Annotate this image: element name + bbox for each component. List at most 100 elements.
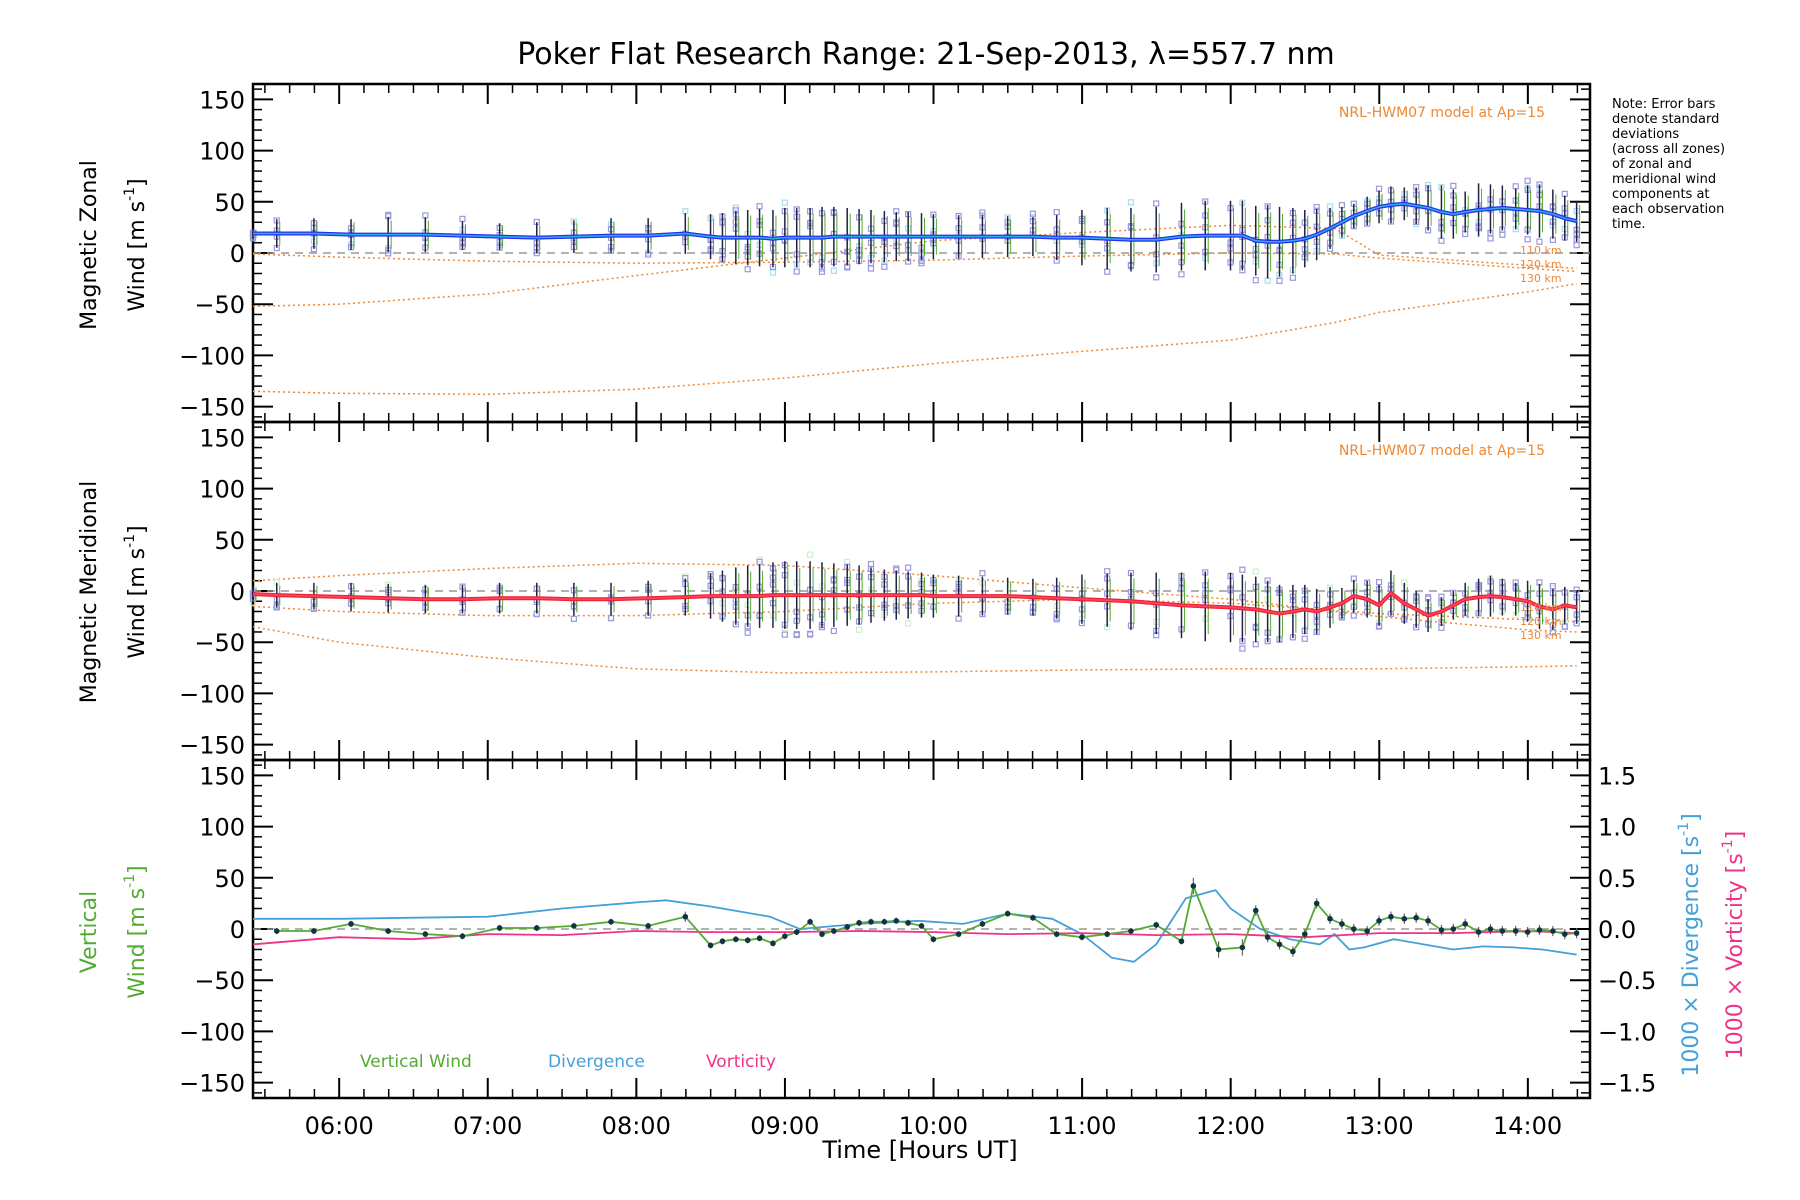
- vertical-wind-point: [1350, 926, 1357, 932]
- mean-line-highlight: [253, 203, 1577, 243]
- y2-tick-label: −0.5: [1598, 967, 1656, 995]
- y-tick-label: 100: [199, 814, 245, 842]
- meridional-ylabel-line1: Magnetic Meridional: [77, 481, 102, 703]
- vertical-wind-point: [918, 923, 925, 929]
- y-tick-label: −150: [179, 1070, 245, 1098]
- zone-marker: [1252, 641, 1259, 648]
- vertical-wind-point: [893, 918, 900, 924]
- zone-marker: [1536, 238, 1543, 245]
- vertical-wind-point: [1327, 915, 1333, 922]
- vertical-wind-point: [273, 928, 280, 934]
- zone-marker: [1053, 208, 1060, 216]
- zone-marker: [793, 268, 800, 275]
- vertical-plot-area: 150 100 50 0 −50 −100 −150 1.5 1.0 0.5 0.0 −0.5 −1.0…: [179, 758, 1656, 1140]
- y-tick-label: 150: [199, 86, 245, 114]
- panel-vertical: 150 100 50 0 −50 −100 −150 1.5 1.0 0.5 0.0 −0.5 −1.0…: [77, 758, 1748, 1164]
- zone-marker: [1104, 268, 1111, 275]
- meridional-plot-area: 150 100 50 0 −50 −100 −150: [179, 420, 1592, 762]
- zone-marker: [1438, 624, 1445, 631]
- y-tick-label: −50: [194, 967, 245, 995]
- zone-marker: [905, 620, 912, 627]
- vertical-wind-point: [1573, 930, 1580, 936]
- vertical-ylabel-line1: Vertical: [77, 891, 102, 973]
- y-tick-label: 50: [214, 527, 245, 555]
- vertical-wind-point: [1425, 918, 1431, 924]
- vorticity-ylabel: 1000 × Vorticity [s-1]: [1720, 831, 1748, 1059]
- y-tick-label: 50: [214, 189, 245, 217]
- model-curve: [252, 282, 1577, 396]
- zonal-ylabel-units: Wind [m s-1]: [122, 178, 150, 311]
- vertical-wind-point: [348, 921, 354, 927]
- y-tick-label: −100: [179, 342, 245, 370]
- vertical-ylabel: Vertical: [77, 891, 102, 973]
- zone-marker: [1375, 185, 1383, 192]
- note-line: deviations: [1612, 127, 1679, 142]
- note-line: (across all zones): [1612, 142, 1725, 157]
- vertical-wind-point: [793, 929, 800, 935]
- zone-marker: [1438, 237, 1445, 244]
- meridional-ylabel-units: Wind [m s-1]: [122, 525, 150, 658]
- vertical-wind-point: [1290, 948, 1296, 955]
- vertical-wind-point: [881, 919, 888, 925]
- vertical-wind-point: [1499, 928, 1506, 934]
- x-tick-label: 08:00: [602, 1112, 671, 1140]
- zone-marker: [830, 267, 837, 274]
- y-tick-label: −150: [179, 394, 245, 422]
- zone-marker: [1301, 635, 1308, 642]
- y-tick-label: −50: [194, 629, 245, 657]
- vertical-wind-point: [831, 928, 837, 934]
- zone-marker: [955, 615, 962, 622]
- vertical-wind-point: [1239, 944, 1246, 951]
- vertical-wind-point: [1215, 946, 1222, 953]
- zone-marker: [1153, 274, 1160, 281]
- vertical-wind-point: [782, 933, 788, 939]
- vertical-wind-point: [733, 936, 739, 943]
- vertical-wind-point: [1313, 900, 1320, 907]
- zonal-model-label: NRL-HWM07 model at Ap=15: [1339, 105, 1545, 121]
- vertical-wind-point: [1301, 931, 1308, 937]
- zone-marker: [830, 627, 837, 635]
- vertical-wind-point: [1339, 921, 1345, 927]
- zone-marker: [1524, 177, 1531, 184]
- vertical-wind-point: [1550, 928, 1556, 934]
- vertical-wind-point: [1524, 929, 1531, 935]
- x-tick-label: 12:00: [1196, 1112, 1265, 1140]
- zone-marker: [1239, 566, 1246, 573]
- y-tick-label: 0: [230, 916, 245, 944]
- vertical-wind-point: [905, 920, 911, 926]
- note-line: Note: Error bars: [1612, 97, 1716, 112]
- x-tick-label: 13:00: [1344, 1112, 1413, 1140]
- y-tick-label: 100: [199, 138, 245, 166]
- vertical-wind-point: [1475, 929, 1482, 935]
- note-line: components at: [1612, 187, 1710, 202]
- zonal-model-alt-130: 130 km: [1520, 272, 1562, 285]
- vertical-wind-point: [422, 931, 429, 937]
- zone-marker: [744, 266, 751, 273]
- y-tick-label: −50: [194, 291, 245, 319]
- zone-marker: [1252, 568, 1259, 575]
- zone-marker: [856, 626, 863, 633]
- zone-marker: [1338, 202, 1346, 209]
- zone-marker: [1375, 579, 1383, 586]
- zone-marker: [682, 208, 689, 215]
- y-tick-label: 150: [199, 424, 245, 452]
- vorticity-line: [252, 930, 1577, 946]
- vertical-wind-point: [1030, 914, 1036, 921]
- vertical-wind-point: [1364, 928, 1370, 934]
- vertical-ylabel-line2: Wind [m s-1]: [122, 865, 150, 998]
- divergence-ylabel: 1000 × Divergence [s-1]: [1676, 813, 1704, 1076]
- chart-title: Poker Flat Research Range: 21-Sep-2013, …: [517, 37, 1335, 72]
- zone-marker: [806, 630, 814, 637]
- panel-meridional: 150 100 50 0 −50 −100 −150 NRL-HWM07 model at …: [77, 420, 1592, 762]
- vertical-wind-point: [645, 923, 651, 929]
- zone-marker: [1153, 200, 1160, 207]
- vertical-wind-point: [1004, 910, 1011, 917]
- zone-marker: [1424, 594, 1432, 601]
- zone-marker: [1499, 231, 1506, 238]
- note-line: of zonal and: [1612, 157, 1692, 172]
- x-tick-label: 06:00: [305, 1112, 374, 1140]
- vertical-wind-point: [1388, 913, 1394, 920]
- legend-divergence: Divergence: [548, 1052, 645, 1072]
- vertical-wind-point: [1128, 928, 1134, 934]
- zone-marker: [818, 268, 826, 275]
